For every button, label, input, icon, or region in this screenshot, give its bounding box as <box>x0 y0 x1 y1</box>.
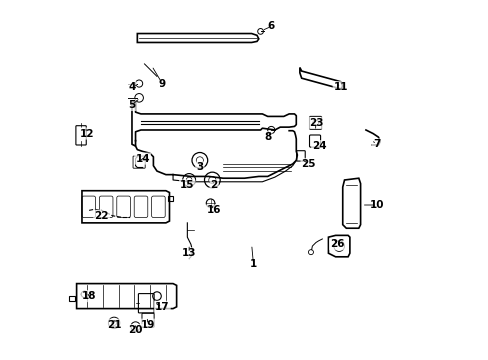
Text: 10: 10 <box>368 200 383 210</box>
Text: 26: 26 <box>329 239 344 249</box>
Text: 19: 19 <box>141 320 155 330</box>
Text: 9: 9 <box>159 78 165 89</box>
Text: 20: 20 <box>128 325 142 335</box>
Text: 11: 11 <box>333 82 347 92</box>
Text: 2: 2 <box>210 180 217 190</box>
Text: 5: 5 <box>128 100 135 110</box>
Text: 4: 4 <box>128 82 135 92</box>
Text: 21: 21 <box>107 320 121 330</box>
Text: 18: 18 <box>81 291 96 301</box>
Text: 12: 12 <box>79 129 94 139</box>
Text: 1: 1 <box>249 259 257 269</box>
Text: 17: 17 <box>155 302 169 312</box>
Text: 7: 7 <box>372 139 380 149</box>
Text: 6: 6 <box>267 21 274 31</box>
Text: 13: 13 <box>182 248 196 258</box>
Text: 24: 24 <box>311 141 326 151</box>
Text: 23: 23 <box>308 118 323 128</box>
Text: 14: 14 <box>135 154 150 163</box>
Text: 22: 22 <box>94 211 109 221</box>
Text: 3: 3 <box>196 162 203 172</box>
Text: 25: 25 <box>301 159 315 169</box>
Text: 8: 8 <box>264 132 271 142</box>
Text: 16: 16 <box>206 205 221 215</box>
Text: 15: 15 <box>180 180 194 190</box>
